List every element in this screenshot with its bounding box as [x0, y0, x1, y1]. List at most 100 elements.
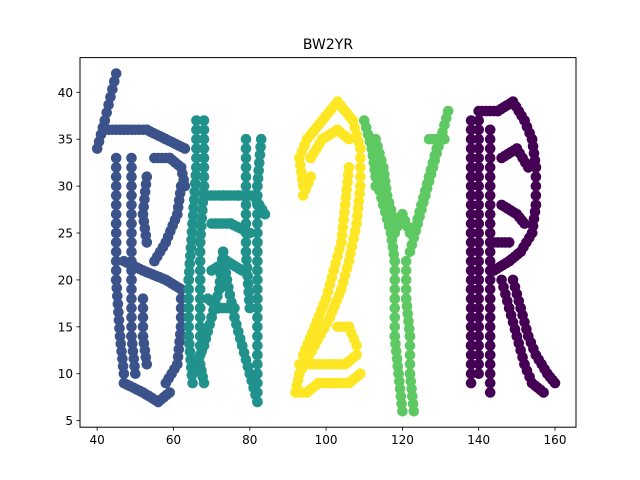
data-point [236, 265, 248, 276]
data-point [114, 322, 125, 334]
data-point [484, 162, 496, 173]
data-point [255, 133, 267, 145]
series-r [465, 96, 561, 398]
data-point [530, 162, 542, 173]
data-point [194, 312, 206, 323]
data-point [465, 171, 477, 182]
data-point [191, 152, 202, 164]
data-point [530, 190, 542, 201]
data-point [118, 368, 130, 380]
data-point [149, 255, 160, 267]
data-point [473, 180, 485, 192]
data-point [252, 349, 263, 361]
data-point [183, 330, 194, 342]
data-point [191, 162, 202, 173]
y-tick-label: 5 [65, 414, 73, 428]
data-point [110, 255, 122, 267]
data-point [252, 180, 263, 192]
data-point [355, 152, 366, 164]
data-point [240, 246, 252, 258]
data-point [465, 133, 477, 145]
data-point [252, 312, 263, 323]
data-point [389, 284, 401, 295]
y-axis-ticks: 5 10 15 20 25 30 35 40 [58, 86, 80, 428]
data-point [488, 265, 500, 276]
data-point [473, 330, 485, 342]
data-point [194, 265, 206, 276]
x-tick-label: 140 [467, 433, 490, 447]
data-point [186, 226, 198, 237]
data-point [126, 302, 137, 314]
data-point [252, 218, 263, 229]
data-point [110, 246, 122, 258]
data-point [194, 237, 206, 248]
data-point [179, 143, 191, 154]
data-point [389, 265, 401, 276]
data-point [465, 359, 477, 370]
data-point [484, 246, 496, 258]
data-point [465, 237, 477, 248]
data-point [473, 265, 485, 276]
data-point [183, 312, 194, 323]
data-point [465, 330, 477, 342]
data-point [378, 180, 389, 192]
data-point [194, 246, 206, 258]
data-point [404, 246, 416, 258]
data-point [191, 115, 202, 126]
data-point [252, 274, 263, 286]
data-point [190, 170, 202, 181]
data-point [198, 162, 210, 173]
x-tick-label: 40 [90, 433, 105, 447]
data-point [484, 387, 496, 398]
data-point [484, 359, 496, 370]
data-point [126, 190, 137, 201]
data-point [164, 387, 175, 398]
y-tick-label: 30 [58, 180, 73, 194]
data-point [465, 340, 477, 351]
data-point [484, 124, 496, 136]
data-point [126, 152, 137, 164]
data-point [503, 237, 515, 248]
data-point [175, 312, 187, 323]
data-point [465, 180, 477, 192]
data-point [126, 162, 137, 173]
data-point [404, 227, 416, 239]
data-point [187, 210, 199, 221]
data-point [465, 143, 477, 154]
data-point [191, 133, 202, 145]
data-point [473, 133, 485, 145]
data-point [198, 143, 210, 154]
data-point [126, 227, 137, 239]
data-point [229, 302, 240, 314]
data-point [484, 180, 496, 192]
data-point [473, 349, 485, 361]
data-point [99, 115, 111, 126]
data-point [465, 368, 477, 380]
data-point [243, 286, 254, 298]
data-point [400, 255, 412, 267]
data-point [184, 266, 195, 278]
data-point [252, 368, 263, 380]
data-point [465, 218, 477, 229]
data-point [473, 312, 485, 323]
data-point [110, 162, 122, 173]
data-point [186, 234, 197, 245]
data-point [473, 284, 485, 295]
data-point [126, 284, 137, 295]
data-point [252, 321, 263, 333]
data-point [473, 293, 485, 305]
data-point [240, 143, 252, 154]
data-point [404, 349, 416, 361]
data-point [253, 157, 265, 168]
data-point [355, 171, 366, 182]
data-point [252, 265, 263, 276]
data-point [244, 302, 256, 314]
data-point [484, 171, 496, 182]
data-point [137, 321, 149, 333]
data-point [473, 143, 485, 154]
data-point [183, 274, 194, 286]
data-point [175, 293, 187, 305]
data-point [465, 265, 477, 276]
data-point [473, 209, 485, 220]
series-y [358, 105, 454, 417]
